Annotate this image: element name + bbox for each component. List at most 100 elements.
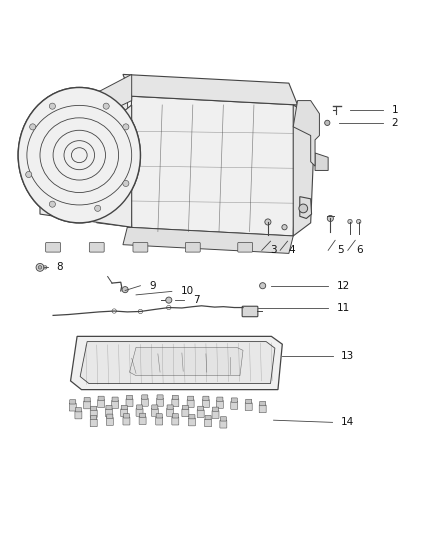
FancyBboxPatch shape [98,396,104,400]
FancyBboxPatch shape [156,398,163,406]
Circle shape [166,297,172,303]
FancyBboxPatch shape [70,400,76,404]
FancyBboxPatch shape [242,306,258,317]
Text: 9: 9 [149,281,156,290]
Polygon shape [88,92,132,227]
FancyBboxPatch shape [220,417,226,421]
FancyBboxPatch shape [106,409,113,417]
FancyBboxPatch shape [46,243,60,252]
FancyBboxPatch shape [172,399,179,407]
FancyBboxPatch shape [126,399,133,407]
Text: 10: 10 [180,286,194,296]
FancyBboxPatch shape [245,403,252,410]
Circle shape [357,220,361,224]
Circle shape [103,103,109,109]
FancyBboxPatch shape [172,417,179,425]
FancyBboxPatch shape [231,398,237,402]
FancyBboxPatch shape [84,398,90,402]
FancyBboxPatch shape [84,401,91,409]
FancyBboxPatch shape [90,410,97,417]
FancyBboxPatch shape [220,420,227,428]
FancyBboxPatch shape [212,407,219,411]
Circle shape [123,124,129,130]
FancyBboxPatch shape [198,406,204,410]
Polygon shape [300,197,311,219]
FancyBboxPatch shape [246,399,252,403]
FancyBboxPatch shape [185,243,200,252]
FancyBboxPatch shape [205,415,211,420]
Circle shape [299,204,307,213]
Ellipse shape [18,87,141,223]
FancyBboxPatch shape [137,405,143,409]
Text: 11: 11 [337,303,350,313]
FancyBboxPatch shape [75,408,81,412]
FancyBboxPatch shape [182,409,189,417]
FancyBboxPatch shape [151,408,158,416]
FancyBboxPatch shape [187,400,194,408]
FancyBboxPatch shape [124,414,130,418]
FancyBboxPatch shape [217,397,223,401]
FancyBboxPatch shape [259,405,266,413]
FancyBboxPatch shape [106,417,113,425]
FancyBboxPatch shape [156,414,162,418]
FancyBboxPatch shape [188,418,195,426]
FancyBboxPatch shape [107,414,113,418]
Circle shape [282,224,287,230]
FancyBboxPatch shape [187,396,194,400]
Circle shape [327,215,333,222]
FancyBboxPatch shape [189,415,195,419]
FancyBboxPatch shape [197,410,204,417]
Text: 14: 14 [341,417,354,427]
FancyBboxPatch shape [172,414,178,418]
FancyBboxPatch shape [69,403,76,411]
FancyBboxPatch shape [212,410,219,418]
Circle shape [49,201,56,207]
FancyBboxPatch shape [202,400,209,408]
Polygon shape [130,348,243,376]
Circle shape [123,180,129,187]
FancyBboxPatch shape [91,406,97,410]
FancyBboxPatch shape [172,395,178,400]
FancyBboxPatch shape [152,405,158,409]
Circle shape [38,265,42,269]
Circle shape [95,205,101,212]
Polygon shape [40,105,132,227]
FancyBboxPatch shape [91,415,97,420]
FancyBboxPatch shape [121,405,127,410]
Polygon shape [293,105,315,236]
Polygon shape [123,227,293,253]
FancyBboxPatch shape [182,405,188,410]
Polygon shape [293,101,319,166]
FancyBboxPatch shape [98,400,105,408]
Polygon shape [71,336,283,390]
FancyBboxPatch shape [167,405,173,409]
FancyBboxPatch shape [112,400,119,408]
FancyBboxPatch shape [231,401,238,409]
FancyBboxPatch shape [127,395,133,400]
Text: 6: 6 [357,245,363,255]
Text: 13: 13 [341,351,354,361]
FancyBboxPatch shape [133,243,148,252]
FancyBboxPatch shape [139,417,146,425]
FancyBboxPatch shape [166,408,173,416]
Text: 3: 3 [271,245,277,255]
FancyBboxPatch shape [157,395,163,399]
Circle shape [36,263,44,271]
Circle shape [348,220,352,224]
FancyBboxPatch shape [121,409,128,417]
Circle shape [43,265,47,269]
Text: 4: 4 [289,245,296,255]
Polygon shape [123,75,297,105]
FancyBboxPatch shape [112,397,118,401]
FancyBboxPatch shape [216,400,223,408]
FancyBboxPatch shape [205,419,212,427]
FancyBboxPatch shape [89,243,104,252]
FancyBboxPatch shape [106,405,112,410]
FancyBboxPatch shape [136,408,143,416]
FancyBboxPatch shape [140,413,146,417]
Text: 5: 5 [337,245,343,255]
Polygon shape [80,342,275,384]
Circle shape [260,282,266,289]
FancyBboxPatch shape [90,419,97,427]
Circle shape [122,287,128,293]
